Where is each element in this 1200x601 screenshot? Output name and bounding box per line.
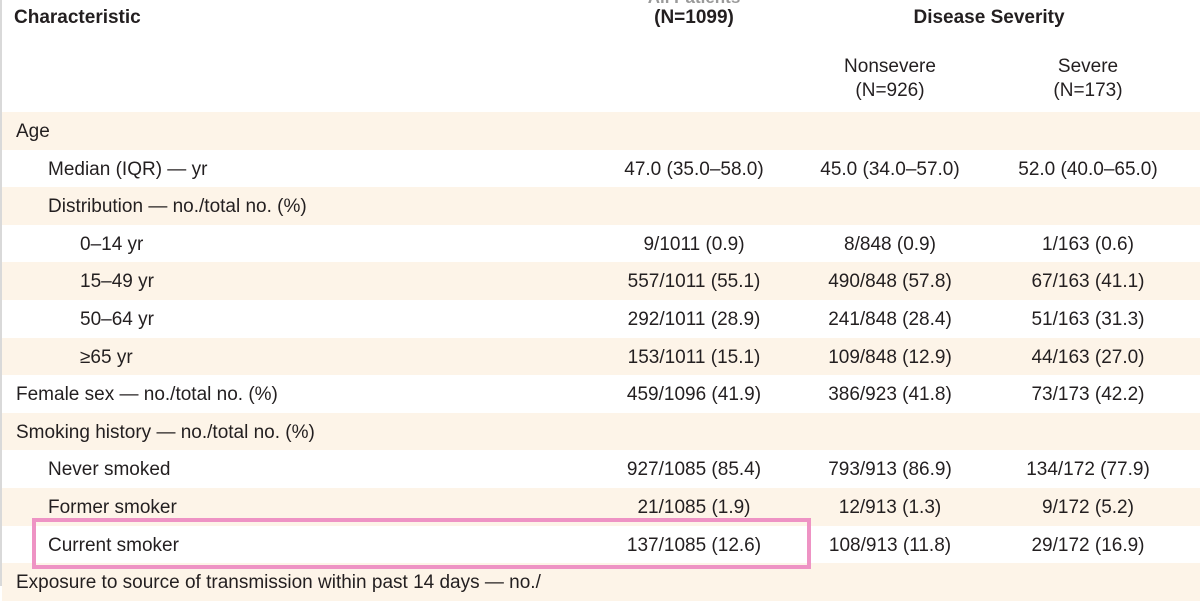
cell-nonsevere: 241/848 (28.4)	[828, 309, 952, 330]
cell-severe: 67/163 (41.1)	[1031, 271, 1145, 293]
header-all-patients-n: (N=1099)	[654, 7, 734, 28]
row-label: Exposure to source of transmission withi…	[16, 572, 541, 594]
cell-all-patients: 292/1011 (28.9)	[627, 309, 761, 330]
row-label: Age	[16, 121, 50, 142]
table-row: Never smoked 927/1085 (85.4) 793/913 (86.9…	[2, 450, 1200, 488]
cell-nonsevere: 108/913 (11.8)	[828, 534, 952, 556]
cell-all-patients: 153/1011 (15.1)	[627, 346, 761, 368]
cell-all-patients: 137/1085 (12.6)	[626, 534, 762, 556]
cell-nonsevere: 490/848 (57.8)	[828, 271, 952, 293]
row-label: Female sex — no./total no. (%)	[16, 384, 278, 406]
cell-nonsevere: 12/913 (1.3)	[838, 497, 942, 518]
cell-severe: 73/173 (42.2)	[1031, 384, 1145, 406]
table-row: Smoking history — no./total no. (%)	[2, 412, 1200, 451]
row-label: Smoking history — no./total no. (%)	[16, 421, 315, 443]
cell-nonsevere: 8/848 (0.9)	[844, 233, 936, 255]
row-label: Distribution — no./total no. (%)	[48, 196, 307, 218]
table-left-border	[0, 0, 2, 586]
cell-all-patients: 557/1011 (55.1)	[627, 271, 761, 293]
cell-severe: 44/163 (27.0)	[1031, 346, 1145, 368]
table-row: Current smoker 137/1085 (12.6) 108/913 (11…	[2, 526, 1200, 564]
table-row: 50–64 yr 292/1011 (28.9) 241/848 (28.4) 51/…	[2, 300, 1200, 338]
header-severe-n: (N=173)	[1053, 80, 1123, 101]
cell-all-patients: 47.0 (35.0–58.0)	[624, 158, 764, 180]
table-row: Female sex — no./total no. (%) 459/1096 (…	[2, 375, 1200, 413]
table-row: Median (IQR) — yr 47.0 (35.0–58.0) 45.0 (3…	[2, 150, 1200, 188]
cell-nonsevere: 109/848 (12.9)	[828, 346, 952, 368]
row-label: Current smoker	[48, 534, 179, 556]
row-label: 50–64 yr	[80, 309, 154, 330]
header-disease-severity: Disease Severity	[913, 7, 1065, 28]
table-row: 0–14 yr 9/1011 (0.9) 8/848 (0.9) 1/163 (0.6…	[2, 225, 1200, 263]
row-label: Former smoker	[48, 497, 177, 518]
cell-severe: 1/163 (0.6)	[1042, 233, 1134, 255]
row-label: Median (IQR) — yr	[48, 158, 208, 180]
cell-nonsevere: 45.0 (34.0–57.0)	[820, 158, 960, 180]
row-label: 15–49 yr	[80, 271, 154, 293]
row-label: ≥65 yr	[80, 346, 133, 368]
cell-severe: 9/172 (5.2)	[1042, 497, 1134, 518]
cell-nonsevere: 793/913 (86.9)	[828, 459, 952, 481]
header-characteristic: Characteristic	[14, 7, 141, 28]
row-label: 0–14 yr	[80, 233, 144, 255]
cell-all-patients: 459/1096 (41.9)	[626, 384, 762, 406]
row-label: Never smoked	[48, 459, 171, 481]
table-row: ≥65 yr 153/1011 (15.1) 109/848 (12.9) 44/16…	[2, 337, 1200, 376]
header-nonsevere: Nonsevere	[844, 56, 936, 77]
table-row: Age	[2, 112, 1200, 150]
table-row: Distribution — no./total no. (%)	[2, 187, 1200, 225]
cell-severe: 51/163 (31.3)	[1031, 309, 1145, 330]
highlight-box-current-smoker	[32, 518, 811, 569]
cell-severe: 134/172 (77.9)	[1026, 459, 1150, 481]
cell-all-patients: 927/1085 (85.4)	[626, 459, 762, 481]
cell-all-patients: 21/1085 (1.9)	[637, 497, 751, 518]
cell-all-patients: 9/1011 (0.9)	[643, 233, 745, 255]
cell-nonsevere: 386/923 (41.8)	[828, 384, 952, 406]
header-all-patients: All Patients	[594, 0, 794, 8]
header-nonsevere-n: (N=926)	[855, 80, 925, 101]
cell-severe: 52.0 (40.0–65.0)	[1018, 158, 1158, 180]
header-severe: Severe	[1057, 56, 1119, 77]
table-row: 15–49 yr 557/1011 (55.1) 490/848 (57.8) 67/…	[2, 262, 1200, 300]
cell-severe: 29/172 (16.9)	[1031, 534, 1145, 556]
